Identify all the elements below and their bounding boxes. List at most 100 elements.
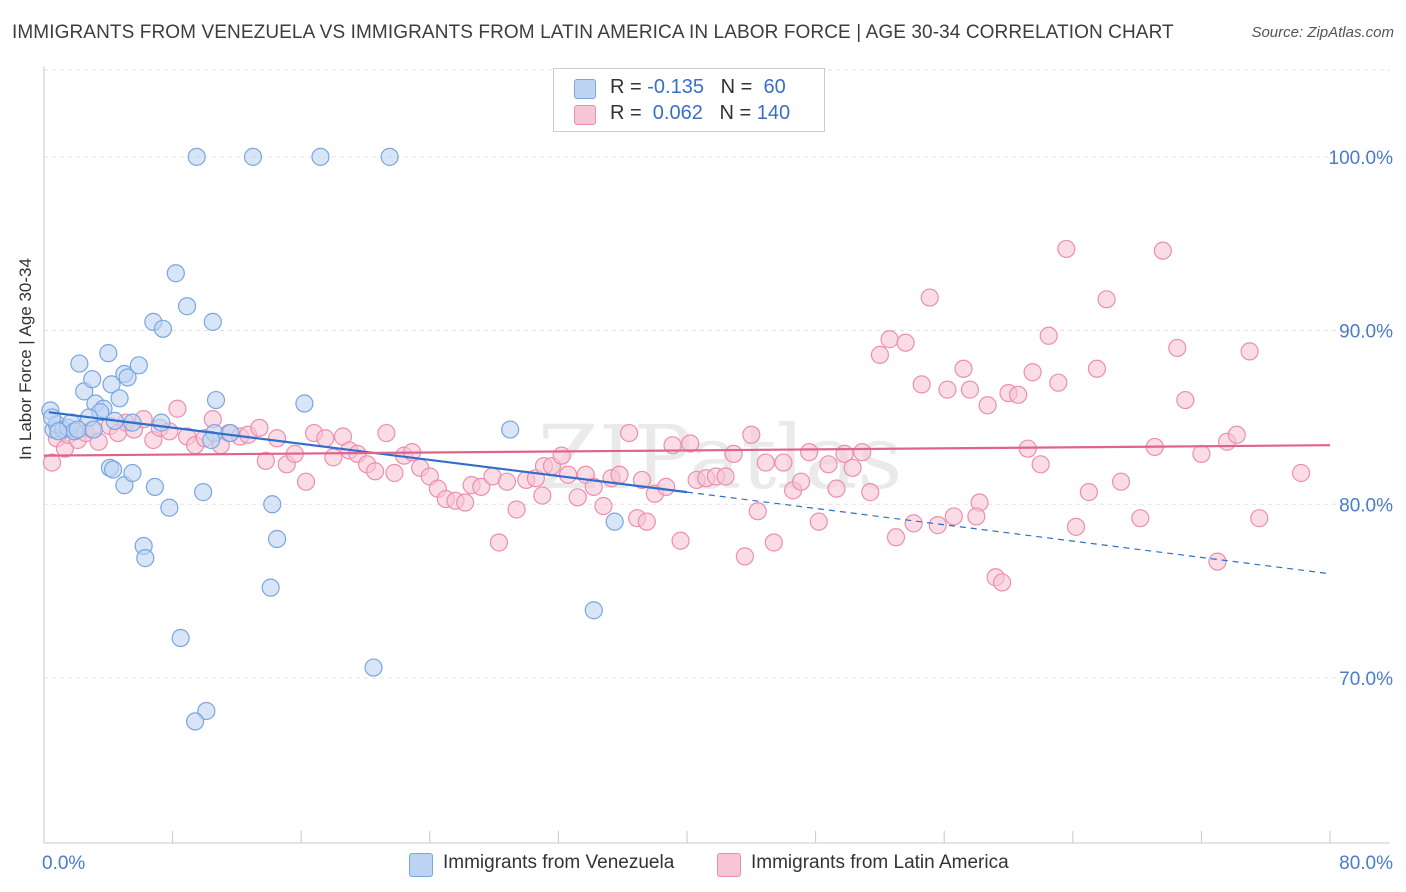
latin-america-point — [472, 477, 491, 496]
source-credit: Source: ZipAtlas.com — [1251, 24, 1394, 41]
latin-america-point — [870, 345, 890, 364]
venezuela-point — [160, 498, 179, 517]
latin-america-point — [267, 429, 287, 448]
latin-america-point — [756, 453, 775, 472]
venezuela-point — [136, 549, 155, 568]
latin-america-point — [792, 472, 811, 491]
venezuela-point — [311, 147, 330, 166]
latin-america-point — [594, 496, 613, 516]
latin-america-point — [1240, 342, 1259, 361]
trend-line-extension — [686, 491, 1331, 575]
pink-swatch-icon — [717, 853, 741, 877]
latin-america-point — [944, 507, 963, 526]
latin-america-point — [1031, 455, 1050, 474]
latin-america-point — [497, 472, 517, 491]
latin-america-point — [681, 434, 700, 453]
venezuela-point — [110, 389, 129, 408]
legend-label: Immigrants from Venezuela — [443, 852, 675, 873]
latin-america-point — [610, 465, 629, 484]
latin-america-point — [1049, 373, 1068, 392]
x-tick-label: 80.0% — [1339, 853, 1393, 874]
latin-america-point — [296, 472, 316, 491]
venezuela-point — [99, 344, 118, 363]
venezuela-point — [605, 512, 624, 531]
latin-america-point — [861, 483, 880, 502]
latin-america-point — [1192, 444, 1211, 463]
venezuela-point — [102, 375, 121, 394]
latin-america-point — [1009, 385, 1028, 404]
venezuela-point — [243, 147, 263, 166]
latin-america-point — [42, 453, 62, 472]
latin-america-point — [632, 470, 652, 490]
latin-america-point — [904, 514, 923, 533]
venezuela-point — [203, 312, 222, 331]
latin-america-point — [827, 479, 846, 498]
venezuela-point — [153, 319, 173, 338]
latin-america-point — [960, 380, 980, 399]
latin-america-point — [1131, 509, 1150, 528]
venezuela-point — [68, 420, 87, 439]
pink-swatch-icon — [574, 105, 596, 125]
latin-america-point — [886, 528, 906, 547]
venezuela-point — [380, 147, 399, 166]
venezuela-point — [84, 420, 103, 439]
latin-america-point — [724, 444, 743, 463]
latin-america-point — [912, 375, 931, 394]
latin-america-point — [256, 451, 275, 470]
latin-america-point — [533, 486, 552, 505]
chart-title: IMMIGRANTS FROM VENEZUELA VS IMMIGRANTS … — [12, 22, 1174, 43]
venezuela-point — [70, 354, 89, 373]
series-venezuela-points — [41, 147, 624, 731]
latin-america-point — [1111, 472, 1131, 491]
latin-america-point — [1168, 338, 1187, 358]
latin-america-point — [853, 443, 872, 462]
n-value: 60 — [757, 76, 786, 98]
venezuela-point — [123, 463, 142, 483]
latin-america-point — [324, 448, 343, 467]
latin-america-point — [637, 512, 656, 531]
correlation-legend: R = -0.135 N = 60 R = 0.062 N = 140 — [553, 68, 825, 132]
venezuela-point — [584, 601, 603, 620]
latin-america-point — [1153, 241, 1172, 260]
latin-america-point — [1023, 363, 1042, 382]
axes — [43, 66, 1390, 844]
latin-america-point — [1250, 509, 1269, 528]
latin-america-point — [843, 458, 862, 477]
latin-america-point — [1057, 239, 1076, 259]
latin-america-point — [1208, 552, 1227, 571]
latin-america-point — [992, 573, 1012, 592]
n-value: 140 — [756, 102, 791, 124]
latin-america-point — [978, 396, 997, 415]
venezuela-point — [186, 712, 205, 731]
latin-america-point — [1097, 290, 1116, 309]
venezuela-point — [152, 413, 171, 432]
latin-america-point — [1087, 359, 1107, 378]
latin-america-point — [928, 516, 947, 535]
venezuela-point — [177, 297, 197, 316]
venezuela-point — [166, 264, 185, 283]
venezuela-point — [194, 483, 213, 502]
legend-label: Immigrants from Latin America — [751, 852, 1009, 873]
latin-america-point — [896, 333, 915, 352]
latin-america-point — [620, 423, 639, 443]
venezuela-point — [267, 529, 287, 549]
latin-america-point — [764, 533, 783, 552]
latin-america-point — [819, 455, 838, 474]
venezuela-point — [145, 477, 165, 496]
r-value: -0.135 — [647, 76, 704, 98]
latin-america-point — [316, 429, 335, 448]
latin-america-point — [1066, 517, 1086, 536]
venezuela-point — [206, 390, 226, 410]
x-tick-label: 0.0% — [42, 853, 85, 874]
latin-america-point — [366, 462, 385, 481]
latin-america-point — [774, 453, 793, 472]
latin-america-point — [1039, 326, 1058, 345]
latin-america-point — [489, 533, 509, 552]
latin-america-point — [552, 446, 571, 465]
series-legend: Immigrants from Venezuela Immigrants fro… — [0, 851, 1406, 879]
y-tick-label: 90.0% — [1339, 322, 1393, 343]
n-label: N = — [720, 76, 758, 98]
blue-swatch-icon — [409, 853, 433, 877]
latin-america-point — [1227, 425, 1246, 444]
